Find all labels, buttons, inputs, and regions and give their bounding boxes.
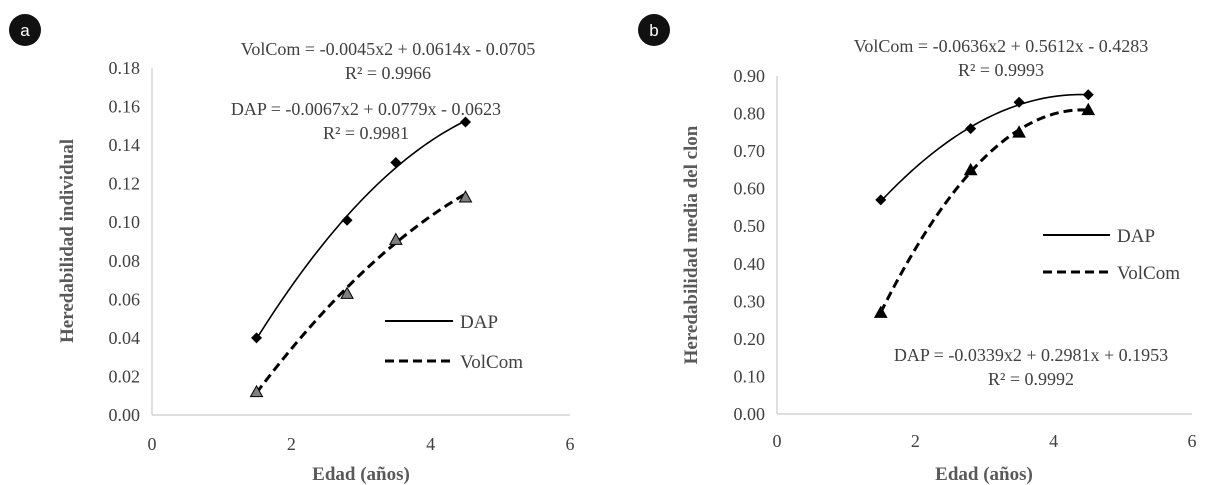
panel-a-x-axis-title: Edad (años) <box>312 464 410 485</box>
panel-a-volcom-equation: VolCom = -0.0045x2 + 0.0614x - 0.0705 <box>241 39 535 59</box>
panel-a-x-tick-labels: 0 2 4 6 <box>148 434 575 454</box>
panel-b-dap-r2: R² = 0.9992 <box>988 369 1074 389</box>
panel-b-y-tick-labels: 0.00 0.10 0.20 0.30 0.40 0.50 0.60 0.70 0.80 0.90 <box>734 66 766 424</box>
volcom-trendline <box>255 192 467 394</box>
panel-b-legend: DAP VolCom <box>1043 226 1180 284</box>
y-tick-label: 0.00 <box>734 404 766 424</box>
dap-data-point <box>875 194 887 206</box>
panel-a-badge <box>9 14 41 46</box>
volcom-data-point <box>1012 125 1026 138</box>
x-tick-label: 2 <box>287 434 296 454</box>
volcom-data-point <box>873 305 888 318</box>
panel-a-badge-label: a <box>20 21 30 40</box>
y-tick-label: 0.10 <box>734 366 766 386</box>
panel-b-badge <box>638 14 670 46</box>
y-tick-label: 0.08 <box>109 251 141 271</box>
volcom-data-point <box>340 286 354 299</box>
x-tick-label: 0 <box>148 434 157 454</box>
panel-a: a 0.000.020.040.060.080.100.120.140.160.… <box>9 14 575 485</box>
panel-a-y-axis-title: Heredabilidad individual <box>57 139 78 343</box>
y-tick-label: 0.18 <box>109 58 141 78</box>
panel-b-legend-dap-label: DAP <box>1117 226 1155 247</box>
y-tick-label: 0.00 <box>109 405 141 425</box>
panel-b-data-points <box>873 89 1096 318</box>
panel-b-badge-label: b <box>649 21 658 40</box>
panel-a-trendlines <box>255 120 467 394</box>
panel-b-x-axis-title: Edad (años) <box>935 464 1033 485</box>
y-tick-label: 0.60 <box>734 179 766 199</box>
y-tick-label: 0.20 <box>734 329 766 349</box>
volcom-data-point <box>458 190 473 203</box>
y-tick-label: 0.80 <box>734 104 766 124</box>
panel-a-legend-volcom-label: VolCom <box>460 352 523 373</box>
y-tick-label: 0.90 <box>734 66 766 86</box>
dap-data-point <box>251 332 262 344</box>
panel-a-legend: DAP VolCom <box>385 312 523 373</box>
x-tick-label: 2 <box>911 431 920 451</box>
y-tick-label: 0.12 <box>109 174 141 194</box>
y-tick-label: 0.50 <box>734 216 766 236</box>
panel-a-dap-r2: R² = 0.9981 <box>323 123 409 143</box>
panel-b-volcom-equation: VolCom = -0.0636x2 + 0.5612x - 0.4283 <box>854 36 1148 56</box>
y-tick-label: 0.06 <box>109 289 141 309</box>
panel-a-dap-equation: DAP = -0.0067x2 + 0.0779x - 0.0623 <box>231 99 501 119</box>
y-tick-label: 0.10 <box>109 212 141 232</box>
panel-a-data-points <box>249 116 473 398</box>
y-tick-label: 0.70 <box>734 141 766 161</box>
panel-b-trendlines <box>879 93 1089 314</box>
y-tick-label: 0.02 <box>109 366 141 386</box>
volcom-data-point <box>1081 102 1096 116</box>
dap-data-point <box>390 156 402 168</box>
panel-b-volcom-r2: R² = 0.9993 <box>958 60 1044 80</box>
dap-trendline <box>255 120 466 340</box>
y-tick-label: 0.30 <box>734 291 766 311</box>
dap-data-point <box>460 116 471 128</box>
panel-a-y-tick-labels: 0.00 0.02 0.04 0.06 0.08 0.10 0.12 0.14 0.16 0.18 <box>109 58 141 425</box>
x-tick-label: 4 <box>1049 431 1058 451</box>
y-tick-label: 0.16 <box>109 97 141 117</box>
dap-trendline <box>880 93 1089 202</box>
panel-a-legend-dap-label: DAP <box>460 312 498 333</box>
volcom-trendline <box>879 108 1089 314</box>
panel-b: b 0.000.100.200.300.400.500.600.700.800.… <box>638 14 1197 485</box>
panel-b-legend-volcom-label: VolCom <box>1117 263 1180 284</box>
x-tick-label: 6 <box>1188 431 1197 451</box>
x-tick-label: 6 <box>566 434 575 454</box>
y-tick-label: 0.04 <box>109 328 141 348</box>
panel-b-x-tick-labels: 0 2 4 6 <box>773 431 1197 451</box>
x-tick-label: 4 <box>426 434 435 454</box>
dap-data-point <box>341 214 353 226</box>
dap-data-point <box>965 123 977 135</box>
volcom-data-point <box>249 384 264 398</box>
x-tick-label: 0 <box>773 431 782 451</box>
dap-data-point <box>1013 96 1025 108</box>
dap-data-point <box>1082 89 1094 101</box>
panel-b-y-axis-title: Heredabilidad media del clon <box>681 125 702 364</box>
volcom-data-point <box>963 162 978 176</box>
y-tick-label: 0.40 <box>734 254 766 274</box>
panel-b-dap-equation: DAP = -0.0339x2 + 0.2981x + 0.1953 <box>894 345 1168 365</box>
panel-a-volcom-r2: R² = 0.9966 <box>345 63 431 83</box>
y-tick-label: 0.14 <box>109 135 141 155</box>
volcom-data-point <box>388 232 403 245</box>
